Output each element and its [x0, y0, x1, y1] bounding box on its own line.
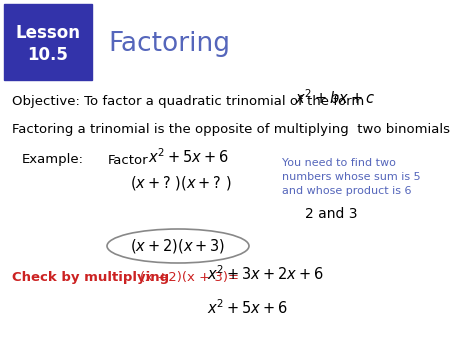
Text: Factor: Factor [108, 153, 148, 167]
Text: Example:: Example: [22, 153, 84, 167]
Ellipse shape [107, 229, 249, 263]
Text: 2 and 3: 2 and 3 [305, 207, 357, 221]
Text: $x^{2}+bx+c$: $x^{2}+bx+c$ [295, 89, 375, 107]
Text: $x^{2}+5x+6$: $x^{2}+5x+6$ [148, 148, 229, 166]
Text: Factoring a trinomial is the opposite of multiplying  two binomials.: Factoring a trinomial is the opposite of… [12, 123, 450, 137]
Text: $x^{2}+5x+6$: $x^{2}+5x+6$ [207, 299, 288, 317]
FancyBboxPatch shape [4, 4, 92, 80]
Text: $x^{2}+3x+2x+6$: $x^{2}+3x+2x+6$ [207, 265, 324, 283]
Text: $(x+2)(x+3)$: $(x+2)(x+3)$ [130, 237, 225, 255]
Text: You need to find two
numbers whose sum is 5
and whose product is 6: You need to find two numbers whose sum i… [282, 158, 421, 196]
Text: Lesson
10.5: Lesson 10.5 [15, 24, 81, 64]
Text: Objective: To factor a quadratic trinomial of the form: Objective: To factor a quadratic trinomi… [12, 96, 364, 108]
Text: Check by multiplying: Check by multiplying [12, 271, 169, 285]
Text: (x +2)(x + 3)=: (x +2)(x + 3)= [140, 271, 239, 285]
Text: Factoring: Factoring [108, 31, 230, 57]
Text: $(x+?\ )(x+?\ )$: $(x+?\ )(x+?\ )$ [130, 174, 232, 192]
